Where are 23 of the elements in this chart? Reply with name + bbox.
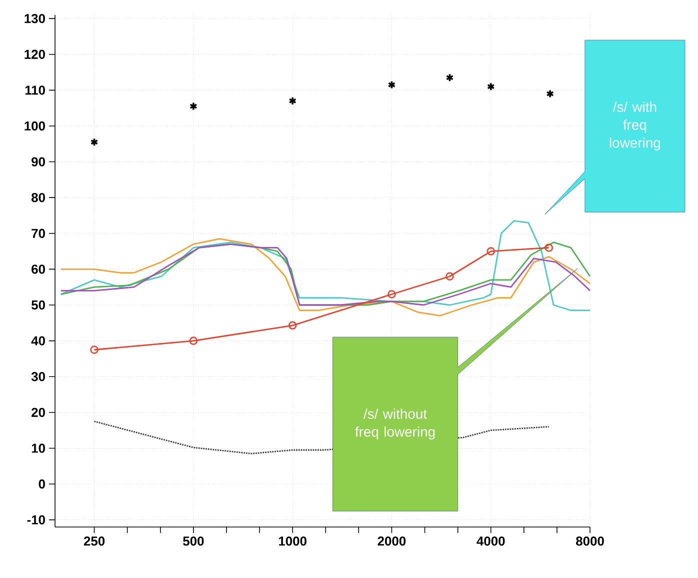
y-tick-label: 30: [31, 372, 45, 382]
y-tick-label: 110: [25, 86, 45, 95]
y-tick-label: 50: [32, 300, 45, 310]
y-tick-label: 100: [24, 121, 45, 131]
y-tick-label: 120: [24, 50, 45, 59]
y-tick-label: 80: [32, 192, 45, 202]
y-tick-label: 70: [32, 228, 45, 238]
x-tick-label: 2000: [378, 536, 406, 546]
y-tick-label: 0: [38, 479, 45, 489]
x-tick-label: 4000: [476, 536, 505, 546]
text: /s/ with freq lowering: [610, 102, 660, 151]
y-tick-label: 10: [32, 444, 45, 453]
x-tick-label: 500: [183, 536, 204, 546]
y-tick-label: -10: [27, 515, 45, 524]
x-tick-label: 8000: [576, 536, 604, 546]
y-tick-label: 20: [32, 408, 45, 417]
y-tick-label: 40: [31, 336, 45, 346]
y-tick-label: 60: [32, 264, 45, 274]
y-tick-label: 90: [32, 157, 45, 166]
annotation: /s/ without freq lowering: [355, 408, 435, 440]
x-tick-label: 250: [84, 536, 105, 546]
x-tick-label: 1000: [278, 536, 306, 546]
y-tick-label: 130: [24, 14, 45, 24]
